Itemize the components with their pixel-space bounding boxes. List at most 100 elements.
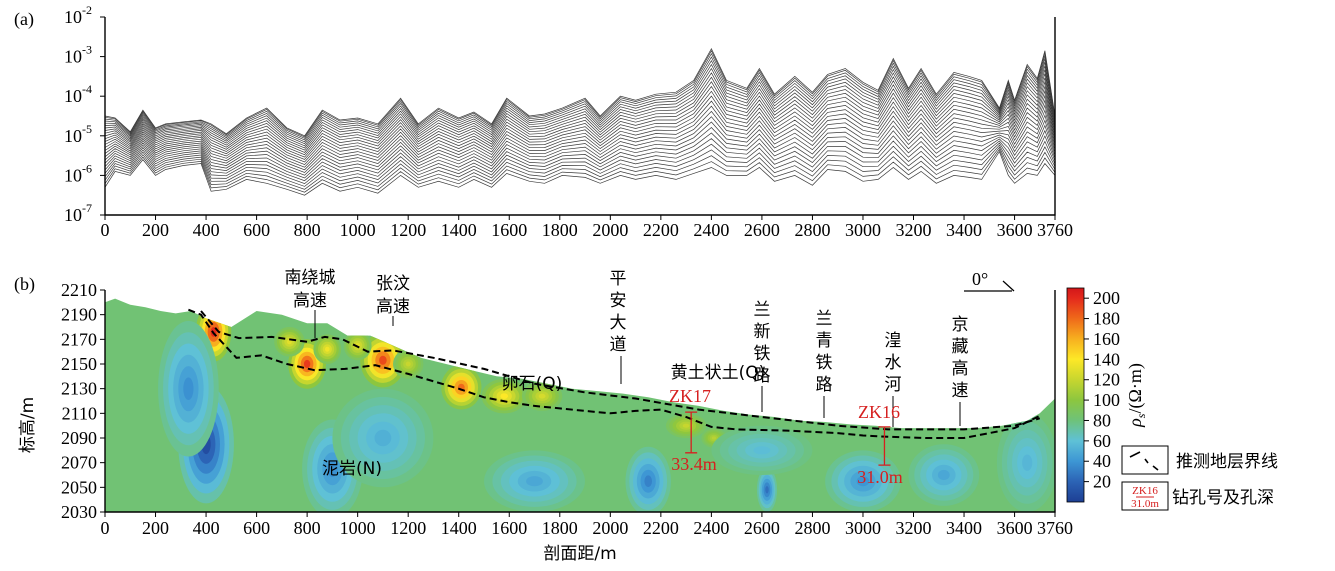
decay-curve-24 (105, 146, 1055, 190)
b-ytick-label: 2130 (61, 379, 97, 399)
b-ytick-label: 2190 (61, 305, 97, 325)
decay-curve-11 (105, 85, 1055, 156)
x-axis-label: 剖面距/m (543, 544, 616, 564)
b-ytick-label: 2210 (61, 280, 97, 300)
panel-b-label: (b) (14, 274, 35, 295)
cb-tick-label: 200 (1093, 288, 1120, 308)
anomaly-16-contour (374, 429, 392, 447)
a-xtick-label: 2800 (794, 220, 830, 240)
cb-tick-label: 40 (1093, 451, 1111, 471)
b-ytick-label: 2070 (61, 453, 97, 473)
svg-text:路: 路 (754, 366, 771, 386)
resistivity-anomalies (158, 302, 1055, 512)
svg-text:路: 路 (816, 375, 833, 395)
cb-tick-label: 160 (1093, 329, 1120, 349)
anomaly-19-contour (856, 476, 870, 487)
anomaly-17-contour (644, 475, 652, 488)
river-label: 湟 水 河 (885, 331, 902, 395)
decay-curve-9 (105, 76, 1055, 151)
panel-a-axes (104, 17, 1056, 216)
a-xtick-label: 3400 (946, 220, 982, 240)
svg-text:铁: 铁 (754, 344, 771, 364)
loess-label: 黄土状土(Q) (671, 363, 766, 383)
svg-text:河: 河 (885, 375, 902, 395)
b-xtick-label: 3760 (1037, 518, 1073, 538)
borehole-zk16: ZK16 31.0m (857, 402, 903, 487)
decay-curve-5 (105, 59, 1055, 143)
a-ytick-label: 10-5 (64, 122, 92, 146)
colorbar-label: ρs/(Ω·m) (1125, 363, 1148, 428)
a-xtick-label: 0 (101, 220, 110, 240)
decay-curve-20 (105, 129, 1055, 179)
b-ytick-label: 2090 (61, 428, 97, 448)
legend-borehole-swatch (1121, 481, 1169, 511)
b-xtick-label: 3200 (896, 518, 932, 538)
a-xtick-label: 1000 (340, 220, 376, 240)
b-xtick-label: 2200 (643, 518, 679, 538)
decay-curve-12 (105, 89, 1055, 158)
b-xtick-label: 0 (101, 518, 110, 538)
boundary-loess-line (200, 310, 1041, 431)
svg-text:高: 高 (952, 359, 969, 379)
b-xtick-label: 2800 (794, 518, 830, 538)
panel-b-axes (104, 290, 1056, 513)
a-ytick-label: 10-4 (64, 82, 92, 106)
b-xtick-label: 3000 (845, 518, 881, 538)
anomaly-14-contour (183, 377, 194, 401)
anomaly-3-contour (379, 355, 387, 365)
b-ytick-label: 2170 (61, 329, 97, 349)
road4-label: 京 藏 高 速 (952, 315, 969, 401)
decay-curve-16 (105, 109, 1055, 168)
svg-text:31.0m: 31.0m (857, 467, 903, 487)
cb-tick-label: 120 (1093, 370, 1120, 390)
road1-label-line1: 南绕城 (285, 268, 336, 288)
rail1-label: 兰 新 铁 路 (754, 300, 771, 386)
legend: 推测地层界线 ZK16 31.0m 钻孔号及孔深 (1121, 445, 1278, 511)
b-xtick-label: 2400 (693, 518, 729, 538)
a-xtick-label: 1600 (491, 220, 527, 240)
decay-curve-21 (105, 135, 1055, 182)
svg-text:速: 速 (952, 381, 969, 401)
a-ytick-label: 10-7 (64, 201, 92, 225)
colorbar-ramp (1066, 287, 1085, 503)
svg-text:33.4m: 33.4m (671, 454, 717, 474)
a-ytick-label: 10-2 (64, 3, 92, 27)
gravel-label: 卵石(Q) (502, 374, 563, 394)
road1-label-line2: 高速 (293, 291, 327, 311)
svg-text:ZK17: ZK17 (669, 386, 711, 406)
b-xtick-label: 1400 (441, 518, 477, 538)
panel-b-x-ticks: 0 200 400 600 800 1000 1200 1400 1600 1800 2000 220… (101, 512, 1073, 538)
road2-label-line1: 张汶 (376, 274, 410, 294)
b-ytick-label: 2150 (61, 354, 97, 374)
panel-a-label: (a) (14, 9, 34, 30)
decay-curve-25 (105, 148, 1055, 193)
road3-label: 平 安 大 道 (610, 269, 627, 355)
a-xtick-label: 3000 (845, 220, 881, 240)
decay-curve-10 (105, 80, 1055, 153)
anomaly-5-contour (325, 346, 330, 352)
decay-curve-15 (105, 104, 1055, 166)
b-ytick-label: 2030 (61, 502, 97, 522)
b-xtick-label: 3400 (946, 518, 982, 538)
b-xtick-label: 800 (294, 518, 321, 538)
a-xtick-label: 2400 (693, 220, 729, 240)
decay-curve-7 (105, 67, 1055, 147)
a-xtick-label: 2000 (592, 220, 628, 240)
b-xtick-label: 2600 (744, 518, 780, 538)
svg-text:青: 青 (816, 331, 833, 351)
a-xtick-label: 1800 (542, 220, 578, 240)
cb-tick-label: 20 (1093, 472, 1111, 492)
cb-tick-label: 140 (1093, 349, 1120, 369)
svg-text:兰: 兰 (816, 309, 833, 329)
a-xtick-label: 2200 (643, 220, 679, 240)
b-xtick-label: 1800 (542, 518, 578, 538)
b-ytick-label: 2050 (61, 477, 97, 497)
svg-text:湟: 湟 (885, 331, 902, 351)
anomaly-23-contour (1022, 454, 1033, 471)
panel-a-x-ticks: 0 200 400 600 800 1000 1200 1400 1600 1800 2000 220… (101, 215, 1073, 240)
a-xtick-label: 200 (142, 220, 169, 240)
a-xtick-label: 3200 (896, 220, 932, 240)
a-xtick-label: 600 (243, 220, 270, 240)
legend-boundary-symbol (1129, 451, 1159, 471)
